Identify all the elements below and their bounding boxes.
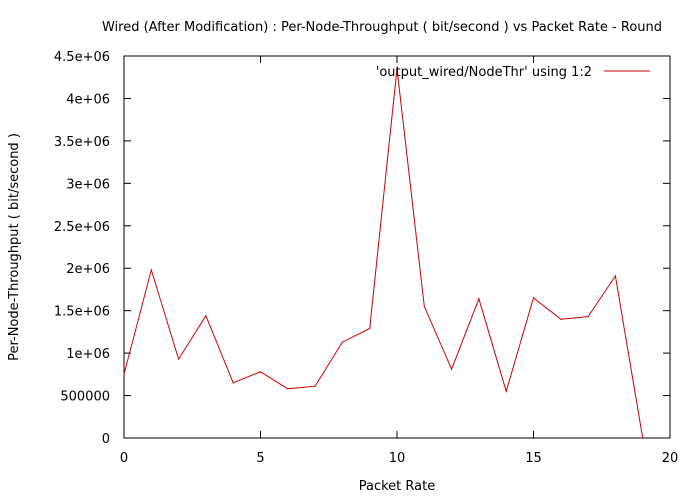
y-tick-label: 0 <box>102 432 110 447</box>
x-tick-label: 10 <box>389 451 406 466</box>
data-point <box>287 388 289 390</box>
data-point <box>560 318 562 320</box>
x-tick-label: 20 <box>662 451 679 466</box>
legend: 'output_wired/NodeThr' using 1:2 <box>376 65 650 80</box>
y-tick-label: 3e+06 <box>66 177 110 192</box>
data-point <box>642 437 644 439</box>
data-point <box>232 382 234 384</box>
data-point <box>451 368 453 370</box>
data-point <box>478 298 480 300</box>
x-tick-label: 15 <box>525 451 542 466</box>
y-axis-ticks: 0 500000 1e+06 1.5e+06 2e+06 2.5e+06 3e+06 3.5e… <box>54 50 670 447</box>
y-tick-label: 3.5e+06 <box>54 135 110 150</box>
y-tick-label: 4e+06 <box>66 92 110 107</box>
data-point <box>396 68 398 70</box>
data-point <box>150 269 152 271</box>
y-tick-label: 1.5e+06 <box>54 305 110 320</box>
x-axis-ticks: 0 5 10 15 20 <box>120 56 678 466</box>
data-point <box>178 358 180 360</box>
legend-label: 'output_wired/NodeThr' using 1:2 <box>376 65 592 80</box>
y-tick-label: 500000 <box>60 390 110 405</box>
data-point <box>259 371 262 373</box>
data-point <box>532 297 535 299</box>
y-tick-label: 2e+06 <box>66 262 110 277</box>
chart-title: Wired (After Modification) : Per-Node-Th… <box>102 20 662 35</box>
data-point <box>505 390 507 392</box>
data-point <box>205 315 207 317</box>
x-tick-label: 0 <box>120 451 128 466</box>
x-tick-label: 5 <box>256 451 264 466</box>
series-line-0 <box>123 68 644 439</box>
y-tick-label: 2.5e+06 <box>54 220 110 235</box>
data-point <box>341 341 343 343</box>
data-point <box>123 373 125 375</box>
data-point <box>423 305 425 308</box>
data-point <box>314 385 316 387</box>
data-point <box>369 327 371 330</box>
y-tick-label: 4.5e+06 <box>54 50 110 65</box>
plot-frame <box>123 55 671 439</box>
data-point <box>614 275 617 277</box>
y-axis-label: Per-Node-Throughput ( bit/second ) <box>7 133 22 361</box>
series-layer <box>123 68 644 439</box>
y-tick-label: 1e+06 <box>66 347 110 362</box>
x-axis-label: Packet Rate <box>359 479 435 494</box>
data-point <box>587 316 589 318</box>
